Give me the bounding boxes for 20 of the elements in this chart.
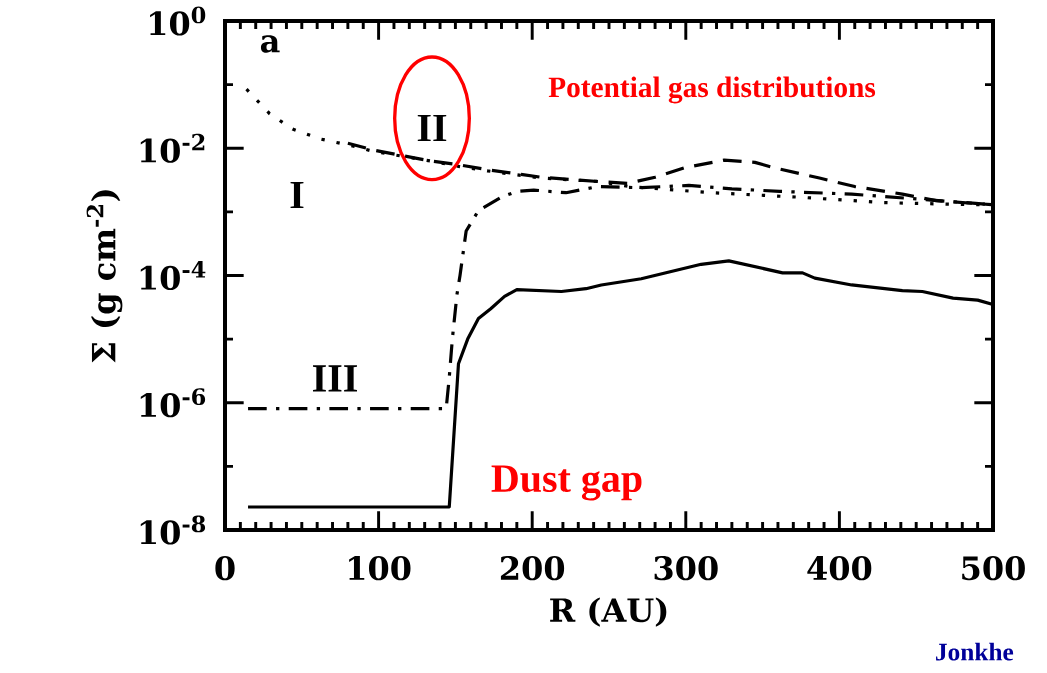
x-tick-label: 0 [215,556,235,581]
y-tick-label: 10$^{-8}$ [140,515,206,545]
annotation: II [417,114,447,142]
y-axis-title: Σ (g cm$^{-2}$) [86,190,123,363]
x-tick-label: 500 [962,556,1025,581]
y-tick-label: 10$^{-4}$ [140,260,206,291]
x-tick-label: 100 [349,556,411,581]
annotation: III [312,365,357,392]
annotation: I [290,181,304,209]
x-tick-label: 200 [500,556,565,581]
y-tick-label: 10$^{0}$ [150,6,206,36]
annotation: a [260,35,280,53]
text: Jonkhe [936,642,1014,661]
x-tick-label: 400 [807,556,872,581]
annotation: Dust gap [491,465,642,501]
x-tick-label: 300 [654,556,718,581]
x-axis-title: R (AU) [550,597,667,627]
y-tick-label: 10$^{-2}$ [140,133,205,163]
y-tick-label: 10$^{-6}$ [140,388,206,418]
annotation: Potential gas distributions [548,76,876,104]
